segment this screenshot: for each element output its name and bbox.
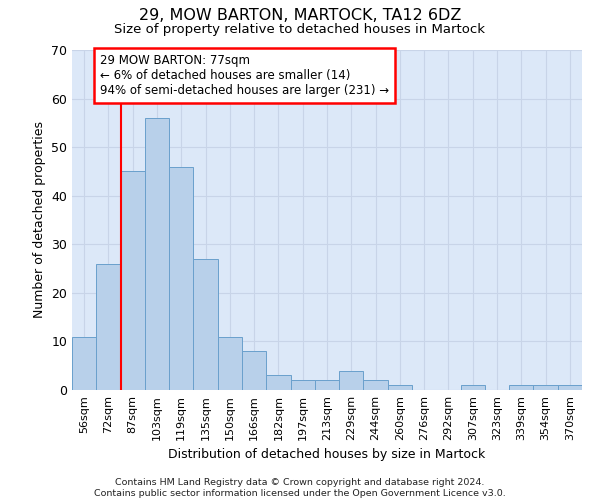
Y-axis label: Number of detached properties: Number of detached properties <box>32 122 46 318</box>
Bar <box>290 380 315 390</box>
Bar <box>461 385 485 390</box>
Bar <box>242 351 266 390</box>
Bar <box>388 385 412 390</box>
Bar <box>72 336 96 390</box>
Bar <box>509 385 533 390</box>
Bar <box>145 118 169 390</box>
Bar <box>96 264 121 390</box>
Bar <box>533 385 558 390</box>
X-axis label: Distribution of detached houses by size in Martock: Distribution of detached houses by size … <box>169 448 485 462</box>
Bar <box>121 172 145 390</box>
Bar <box>315 380 339 390</box>
Bar <box>169 166 193 390</box>
Bar <box>193 259 218 390</box>
Text: Contains HM Land Registry data © Crown copyright and database right 2024.
Contai: Contains HM Land Registry data © Crown c… <box>94 478 506 498</box>
Text: Size of property relative to detached houses in Martock: Size of property relative to detached ho… <box>115 22 485 36</box>
Text: 29 MOW BARTON: 77sqm
← 6% of detached houses are smaller (14)
94% of semi-detach: 29 MOW BARTON: 77sqm ← 6% of detached ho… <box>100 54 389 97</box>
Bar <box>364 380 388 390</box>
Text: 29, MOW BARTON, MARTOCK, TA12 6DZ: 29, MOW BARTON, MARTOCK, TA12 6DZ <box>139 8 461 22</box>
Bar <box>558 385 582 390</box>
Bar <box>266 376 290 390</box>
Bar <box>339 370 364 390</box>
Bar <box>218 336 242 390</box>
